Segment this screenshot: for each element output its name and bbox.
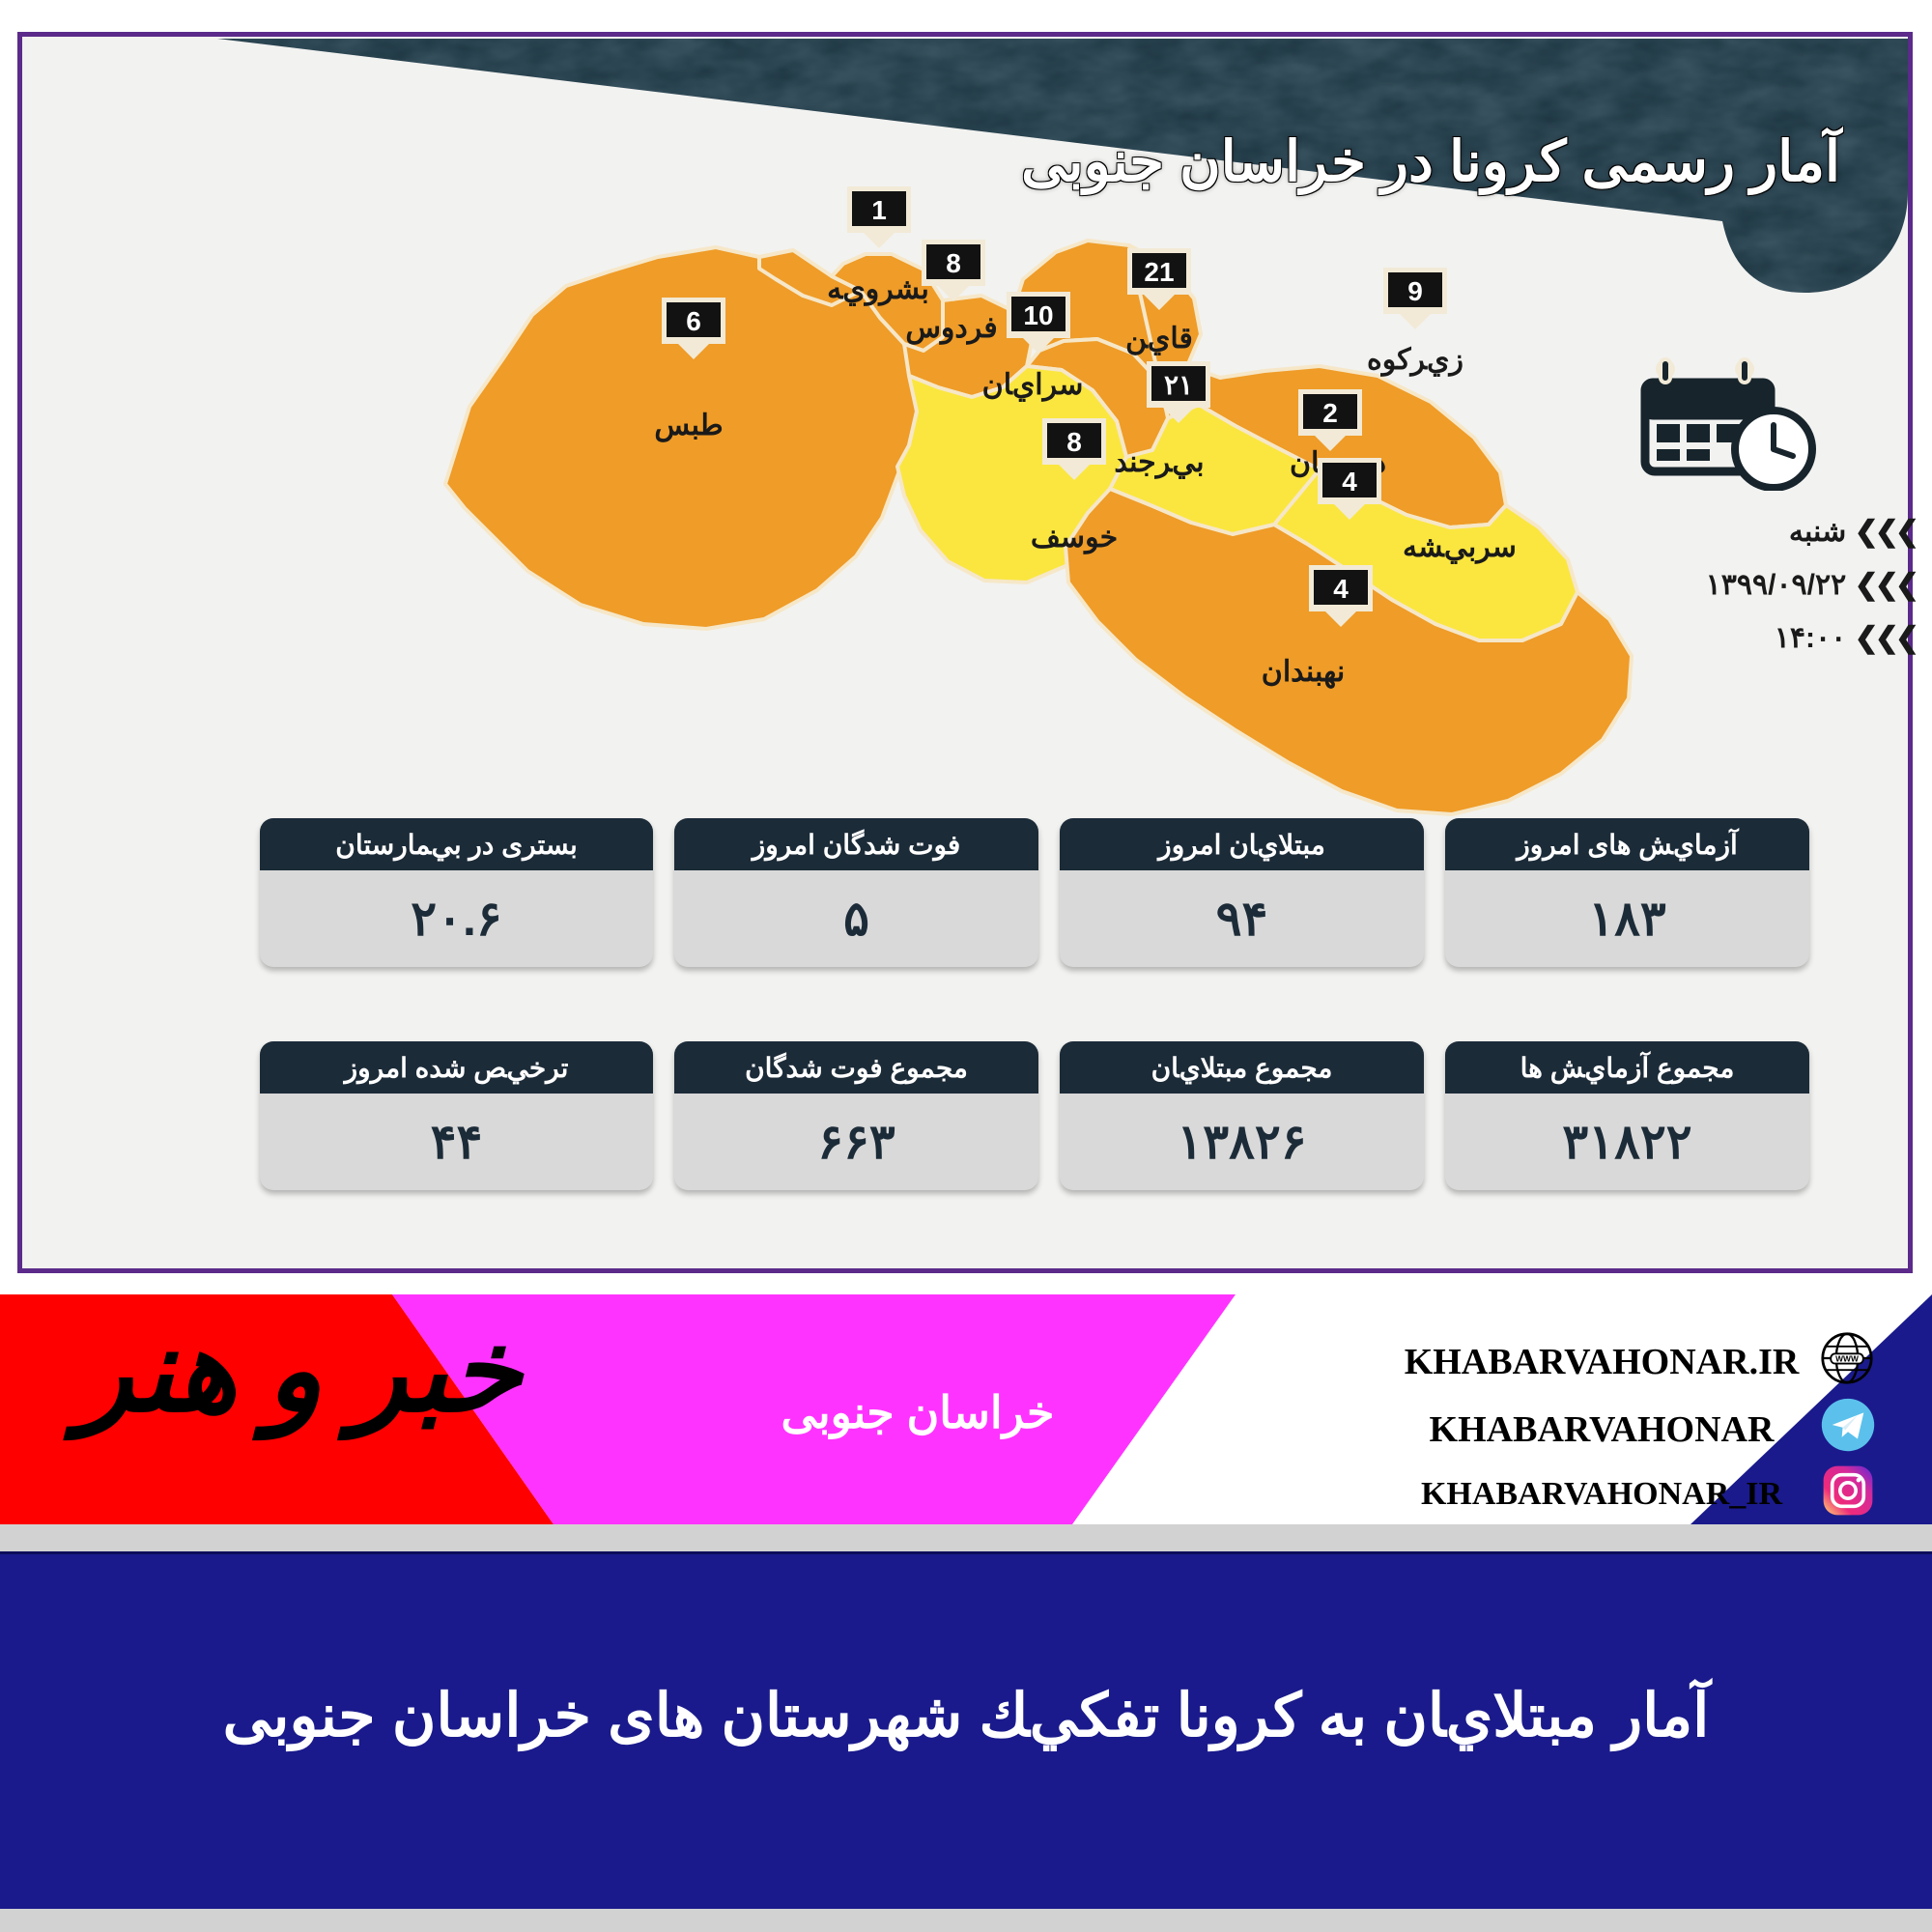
svg-text:8: 8: [1066, 427, 1082, 457]
svg-text:21: 21: [1144, 257, 1174, 287]
svg-text:9: 9: [1407, 276, 1423, 306]
svg-text:۲۱: ۲۱: [1164, 370, 1193, 400]
svg-text:6: 6: [686, 306, 701, 336]
svg-text:4: 4: [1333, 574, 1349, 604]
svg-text:4: 4: [1342, 467, 1357, 497]
svg-text:WWW: WWW: [1835, 1354, 1859, 1364]
svg-text:10: 10: [1023, 300, 1053, 330]
svg-text:2: 2: [1322, 398, 1338, 428]
svg-text:8: 8: [946, 248, 961, 278]
svg-text:1: 1: [871, 195, 887, 225]
